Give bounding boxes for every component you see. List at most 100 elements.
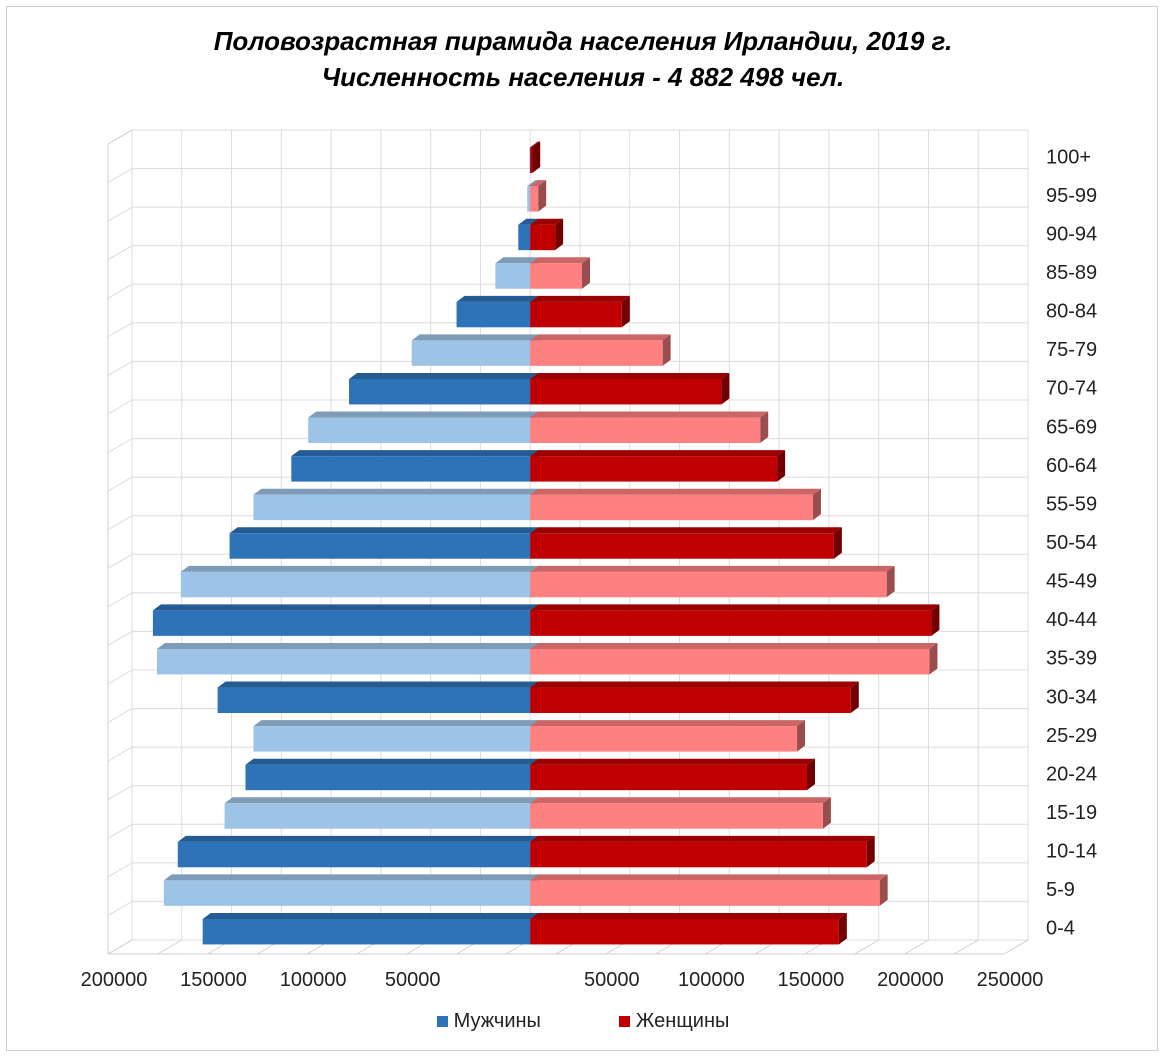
bar-female-side xyxy=(879,874,888,906)
bar-female-top xyxy=(530,874,888,881)
bar-female-side xyxy=(850,681,859,714)
bar-female xyxy=(530,186,539,212)
bar-male xyxy=(229,533,531,559)
bar-female xyxy=(530,648,930,675)
bar-male-top xyxy=(349,372,539,379)
bar-male xyxy=(202,918,531,945)
bar-male-top xyxy=(253,488,539,495)
bar-female-top xyxy=(530,604,940,611)
bar-female-side xyxy=(538,180,547,212)
legend-swatch-female xyxy=(618,1016,630,1027)
bar-female-top xyxy=(530,141,541,148)
bar-male-top xyxy=(456,295,539,302)
chart-legend: Мужчины Женщины xyxy=(0,1010,1166,1033)
bar-female xyxy=(530,224,556,251)
bar-female-side xyxy=(838,912,847,945)
bar-female xyxy=(530,918,839,945)
bar-female-top xyxy=(530,527,842,534)
bar-female xyxy=(530,687,851,714)
bar-male xyxy=(180,571,531,598)
category-label: 60-64 xyxy=(1046,455,1097,477)
category-label: 40-44 xyxy=(1046,609,1097,631)
bar-male-top xyxy=(527,180,539,187)
x-tick-label: 250000 xyxy=(977,969,1044,991)
category-label: 10-14 xyxy=(1046,841,1097,863)
bar-female xyxy=(530,147,533,174)
bar-male-top xyxy=(529,141,539,148)
bar-female-side xyxy=(797,720,806,752)
floor-line xyxy=(157,939,183,955)
bar-male xyxy=(217,687,531,714)
floor-line xyxy=(854,939,879,955)
category-label: 35-39 xyxy=(1046,648,1097,670)
bar-male-top xyxy=(202,912,539,919)
bar-female xyxy=(530,263,582,289)
category-label: 45-49 xyxy=(1046,571,1097,593)
floor-line xyxy=(904,939,929,955)
category-label: 95-99 xyxy=(1046,185,1097,207)
bar-female-side xyxy=(886,565,895,598)
category-label: 70-74 xyxy=(1046,378,1097,400)
wall-edge xyxy=(107,129,133,145)
bar-male xyxy=(163,880,531,906)
bar-female-side xyxy=(812,488,821,521)
bar-female-top xyxy=(530,180,547,187)
bar-male xyxy=(291,456,531,482)
x-tick-label: 150000 xyxy=(180,969,247,991)
bar-male-top xyxy=(291,450,539,457)
x-tick-label: 100000 xyxy=(678,969,745,991)
gridline-depth xyxy=(107,438,133,454)
x-tick-label: 200000 xyxy=(877,969,944,991)
category-label: 75-79 xyxy=(1046,339,1097,361)
bar-female-top xyxy=(530,257,590,264)
x-tick-label: 200000 xyxy=(81,969,148,991)
bar-female xyxy=(530,571,887,598)
bar-female-top xyxy=(530,488,821,495)
bar-female-top xyxy=(530,411,769,418)
bar-female-top xyxy=(530,450,786,457)
bar-male-top xyxy=(229,527,539,534)
bar-female-top xyxy=(530,681,859,688)
gridline-depth xyxy=(107,515,133,531)
category-label: 90-94 xyxy=(1046,223,1097,245)
bar-female-side xyxy=(777,450,786,482)
legend-item-male: Мужчины xyxy=(436,1010,541,1033)
bar-female xyxy=(530,841,867,868)
bar-female xyxy=(530,301,622,328)
bar-male-top xyxy=(245,758,539,765)
gridline-depth xyxy=(107,669,133,685)
bar-female-top xyxy=(530,797,831,804)
gridline-depth xyxy=(107,399,133,415)
gridline-depth xyxy=(107,322,133,338)
chart-subtitle: Численность населения - 4 882 498 чел. xyxy=(321,62,845,92)
bar-male-top xyxy=(411,334,539,341)
category-label: 80-84 xyxy=(1046,301,1097,323)
bar-female-side xyxy=(555,218,564,251)
legend-swatch-male xyxy=(436,1016,448,1027)
bar-male xyxy=(156,648,531,675)
bar-female-top xyxy=(530,565,895,572)
bar-female-side xyxy=(866,835,875,868)
bar-male xyxy=(456,301,531,328)
category-label: 0-4 xyxy=(1046,918,1075,940)
bar-male xyxy=(527,186,531,212)
legend-label-male: Мужчины xyxy=(453,1010,541,1032)
floor-line xyxy=(1003,939,1029,955)
gridline-depth xyxy=(107,708,133,724)
gridline-depth xyxy=(107,206,133,222)
bar-female xyxy=(530,533,834,559)
x-tick-label: 50000 xyxy=(584,969,640,991)
bar-male xyxy=(253,726,531,752)
bar-female xyxy=(530,610,932,636)
bar-male-top xyxy=(152,604,539,611)
bar-male-top xyxy=(224,797,539,804)
bar-female xyxy=(530,803,823,829)
bar-female-top xyxy=(530,720,806,727)
bar-female-top xyxy=(530,912,847,919)
category-label: 50-54 xyxy=(1046,532,1097,554)
category-label: 65-69 xyxy=(1046,416,1097,438)
bar-female-side xyxy=(760,411,769,444)
x-tick-label: 150000 xyxy=(778,969,845,991)
bar-male-top xyxy=(163,874,539,881)
bar-female-side xyxy=(822,797,831,829)
